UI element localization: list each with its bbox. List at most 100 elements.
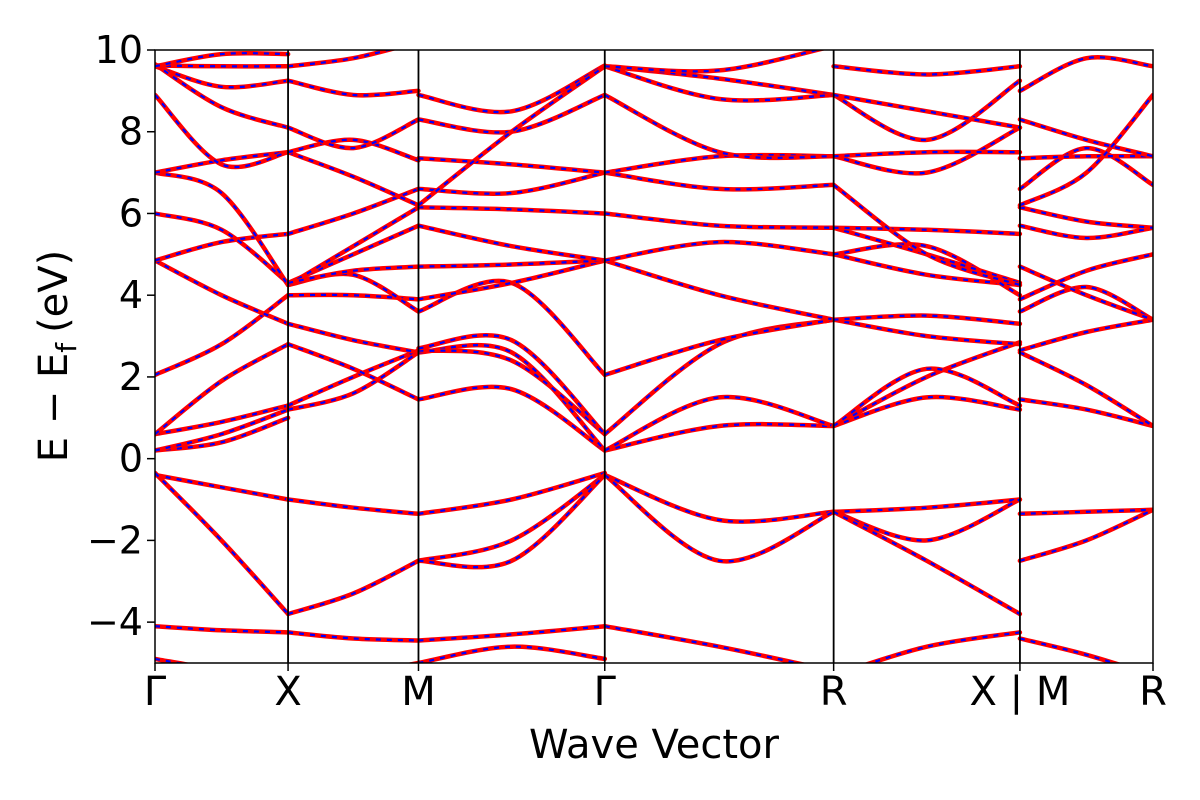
y-tick-label: 6 [119, 191, 143, 235]
band-overlay-1-8 [288, 293, 419, 301]
band-line-1-18 [285, 50, 397, 69]
band-overlay-1-7 [287, 322, 419, 354]
plot-frame [154, 49, 1154, 664]
y-tick-label: 2 [119, 355, 143, 399]
band-line-4-6 [831, 317, 1023, 347]
band-overlay-2-17 [418, 64, 606, 114]
band-overlay-2-10 [418, 259, 606, 301]
bands-layer [155, 50, 1153, 663]
band-overlay-2-8 [418, 334, 606, 435]
band-overlay-3-5 [604, 318, 834, 435]
band-overlay-5-11 [1019, 155, 1153, 160]
x-tick-label: R [820, 669, 848, 715]
band-overlay-4-10 [833, 226, 1021, 284]
band-line-5-4 [1017, 317, 1153, 353]
band-overlay-4-14 [833, 150, 1020, 158]
band-line-3-9 [602, 211, 836, 231]
y-axis: −4 −2 0 2 4 6 8 10 [87, 28, 155, 644]
band-overlay-0-9 [155, 259, 289, 325]
y-tick-label: 0 [119, 437, 143, 481]
x-axis: Γ X M Γ R X | M R [144, 663, 1167, 715]
band-line-3-5 [602, 317, 836, 437]
band-line-5-1 [1017, 507, 1153, 564]
band-overlay-0-5 [155, 408, 289, 452]
band-overlay-5-15 [1019, 637, 1118, 663]
band-line-5-3 [1017, 350, 1153, 429]
band-overlay-4-16 [833, 93, 1021, 129]
band-line-0-7 [155, 341, 291, 437]
band-overlay-1-15 [287, 138, 419, 162]
band-line-2-18 [416, 64, 608, 208]
band-overlay-0-12 [155, 171, 289, 286]
band-overlay-4-15 [833, 79, 1021, 142]
band-overlay-4-4 [833, 395, 1021, 428]
y-tick-label: 4 [119, 273, 143, 317]
y-axis-title-main: E − E [31, 353, 77, 463]
band-line-3-4 [602, 394, 836, 453]
band-overlay-1-3 [412, 661, 419, 663]
band-overlay-2-12 [418, 224, 605, 262]
band-line-3-14 [602, 64, 836, 103]
band-overlay-4-18 [833, 65, 1020, 76]
band-overlay-5-13 [1019, 56, 1153, 92]
band-overlay-3-7 [604, 259, 834, 321]
band-overlay-4-6 [833, 318, 1020, 346]
band-overlay-2-11 [418, 259, 605, 268]
band-overlay-3-9 [604, 212, 834, 229]
band-overlay-5-9 [1019, 206, 1153, 229]
band-overlay-2-5 [418, 385, 606, 452]
band-overlay-2-14 [418, 171, 606, 195]
band-overlay-2-7 [418, 349, 606, 435]
band-overlay-3-15 [604, 50, 822, 73]
band-overlay-5-10 [1019, 146, 1153, 190]
band-overlay-2-0 [418, 625, 605, 642]
band-overlay-3-0 [604, 625, 802, 663]
x-axis-title: Wave Vector [529, 722, 780, 768]
band-overlay-2-1 [418, 645, 605, 663]
band-line-2-4 [416, 472, 608, 570]
band-line-4-17 [863, 630, 1023, 663]
band-line-2-17 [416, 63, 608, 115]
band-overlay-5-4 [1019, 318, 1153, 352]
band-line-2-3 [416, 472, 608, 564]
band-line-5-7 [1017, 264, 1153, 322]
x-tick-label: Γ [144, 669, 167, 715]
band-overlay-0-13 [155, 151, 289, 174]
band-overlay-0-6 [155, 404, 289, 436]
band-overlay-1-1 [287, 559, 419, 616]
band-overlay-3-1 [604, 473, 834, 523]
band-overlay-4-7 [833, 314, 1020, 325]
band-overlay-1-11 [287, 206, 420, 286]
band-overlay-3-10 [604, 171, 834, 191]
band-overlay-4-2 [833, 510, 1021, 615]
band-overlay-2-13 [418, 206, 605, 215]
band-overlay-0-14 [155, 94, 289, 169]
band-overlay-5-0 [1019, 508, 1153, 515]
high-symmetry-lines [287, 50, 1021, 663]
band-overlay-2-16 [418, 93, 606, 134]
band-line-0-3 [155, 470, 291, 617]
band-overlay-0-16 [155, 63, 289, 129]
band-overlay-1-0 [287, 631, 419, 642]
band-overlay-0-11 [155, 212, 289, 284]
band-overlay-1-6 [287, 343, 419, 401]
band-line-1-4 [285, 350, 421, 412]
band-overlay-1-16 [287, 118, 419, 150]
band-overlay-2-15 [418, 157, 605, 174]
x-tick-label: R [1139, 669, 1167, 715]
band-line-3-7 [602, 258, 836, 322]
band-overlay-5-1 [1019, 508, 1153, 562]
band-line-3-10 [602, 170, 836, 192]
band-overlay-3-2 [604, 474, 835, 563]
band-overlay-1-14 [287, 151, 419, 207]
band-overlay-4-3 [833, 341, 1021, 427]
band-line-3-12 [602, 92, 836, 161]
band-line-2-12 [416, 223, 608, 263]
band-overlay-2-2 [418, 471, 606, 515]
band-overlay-2-4 [418, 474, 606, 569]
band-overlay-0-0 [155, 625, 289, 634]
band-line-5-5 [1017, 284, 1153, 322]
band-overlay-3-6 [604, 318, 834, 376]
band-overlay-1-5 [287, 349, 419, 407]
